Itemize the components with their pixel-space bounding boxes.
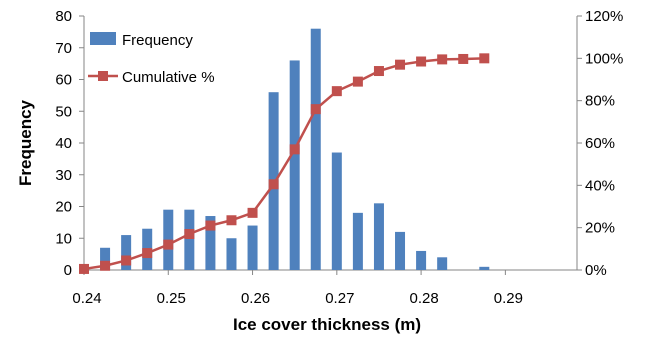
frequency-bar [310, 28, 321, 271]
cumulative-line [79, 53, 490, 274]
cumulative-point [121, 255, 132, 266]
cumulative-point [142, 248, 153, 259]
y-tick-label: 40 [55, 135, 72, 152]
frequency-bar [331, 152, 342, 270]
y-tick-label: 30 [55, 167, 72, 184]
y2-tick-label: 40% [585, 177, 615, 194]
frequency-bar [352, 212, 363, 270]
cumulative-point [416, 56, 427, 67]
x-axis-title: Ice cover thickness (m) [233, 315, 421, 334]
frequency-bar [247, 225, 258, 270]
cumulative-point [289, 144, 300, 155]
legend: Frequency Cumulative % [88, 32, 215, 86]
legend-cumulative-label: Cumulative % [122, 69, 215, 86]
cumulative-point [310, 104, 321, 115]
y2-tick-label: 0% [585, 262, 607, 279]
cumulative-point [479, 53, 490, 64]
frequency-bar [437, 257, 448, 270]
frequency-bar [289, 60, 300, 271]
x-tick-label: 0.26 [241, 290, 270, 307]
frequency-bar [479, 266, 490, 270]
cumulative-point [437, 54, 448, 65]
x-tick-label: 0.28 [409, 290, 438, 307]
y-axis-title: Frequency [16, 99, 35, 186]
frequency-bar [184, 209, 195, 270]
legend-cumulative-marker [98, 71, 108, 81]
frequency-bar [373, 203, 384, 270]
x-tick-label: 0.27 [325, 290, 354, 307]
cumulative-point [395, 59, 406, 70]
frequency-bar [226, 238, 237, 270]
y-tick-label: 80 [55, 8, 72, 25]
cumulative-point [163, 239, 174, 250]
cumulative-point [226, 215, 237, 226]
y-tick-label: 10 [55, 230, 72, 247]
frequency-bar [416, 250, 427, 270]
cumulative-point [352, 76, 363, 87]
legend-frequency-label: Frequency [122, 32, 193, 49]
x-tick-label: 0.29 [494, 290, 523, 307]
x-tick-label: 0.24 [72, 290, 101, 307]
cumulative-point [331, 86, 342, 97]
y2-tick-label: 60% [585, 135, 615, 152]
x-axis-ticks: 0.24 0.25 0.26 0.27 0.28 0.29 [72, 270, 523, 307]
y-tick-label: 20 [55, 199, 72, 216]
y-tick-label: 60 [55, 72, 72, 89]
y-tick-label: 70 [55, 40, 72, 57]
frequency-bar [205, 216, 216, 270]
cumulative-point [458, 53, 469, 64]
cumulative-point [268, 179, 279, 190]
legend-frequency-swatch [90, 32, 116, 45]
y2-axis-ticks: 0% 20% 40% 60% 80% 100% 120% [577, 8, 623, 279]
x-tick-label: 0.25 [157, 290, 186, 307]
cumulative-point [247, 207, 258, 218]
y-tick-label: 0 [64, 262, 72, 279]
y-tick-label: 50 [55, 103, 72, 120]
y2-tick-label: 100% [585, 50, 623, 67]
y2-tick-label: 120% [585, 8, 623, 25]
cumulative-point [184, 229, 195, 240]
cumulative-point [100, 260, 111, 271]
y-axis-ticks: 0 10 20 30 40 50 60 70 80 [55, 8, 84, 279]
cumulative-point [79, 263, 89, 274]
frequency-bar [100, 247, 111, 270]
frequency-bar [121, 235, 132, 270]
frequency-bar [395, 231, 406, 270]
cumulative-point [205, 220, 216, 231]
y2-tick-label: 20% [585, 220, 615, 237]
y2-tick-label: 80% [585, 93, 615, 110]
cumulative-point [373, 66, 384, 77]
